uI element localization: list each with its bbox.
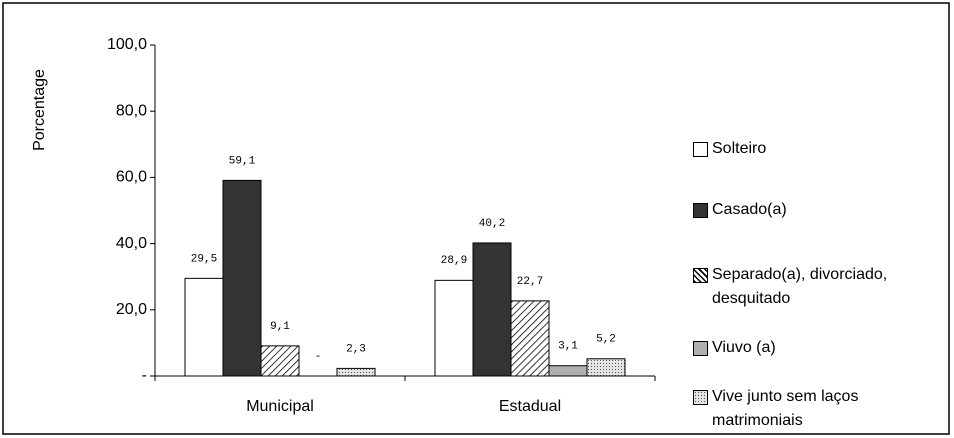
x-tick-label: Estadual <box>499 398 561 415</box>
value-label: 3,1 <box>558 341 578 353</box>
y-tick-label: 100,0 <box>107 36 147 53</box>
bar <box>260 345 300 377</box>
bar <box>434 279 474 377</box>
bar <box>510 300 550 377</box>
value-label: 2,3 <box>346 343 366 355</box>
legend-entry: Vive junto sem laços matrimoniais <box>693 385 938 433</box>
legend-swatch <box>693 268 708 283</box>
value-label: 9,1 <box>270 321 290 333</box>
legend-swatch <box>693 142 708 157</box>
value-label: - <box>315 351 322 363</box>
legend-swatch <box>693 341 708 356</box>
legend-entry: Solteiro <box>693 137 938 161</box>
value-label: 40,2 <box>479 218 505 230</box>
legend-entry: Viuvo (a) <box>693 336 938 360</box>
y-tick-label: - <box>142 367 147 384</box>
x-tick-label: Municipal <box>246 398 314 415</box>
bar <box>184 277 224 377</box>
value-label: 59,1 <box>229 155 256 167</box>
legend-swatch <box>693 203 708 218</box>
bar <box>222 179 262 377</box>
legend-label: Casado(a) <box>712 201 787 218</box>
legend-label: Viuvo (a) <box>712 339 776 356</box>
legend-label: Vive junto sem laços matrimoniais <box>712 388 859 429</box>
y-axis-label: Porcentage <box>31 69 48 151</box>
y-tick-label: 60,0 <box>116 169 147 186</box>
bar <box>586 358 626 377</box>
legend-entry: Separado(a), divorciado, desquitado <box>693 263 938 311</box>
value-label: 22,7 <box>517 276 543 288</box>
legend-entry: Casado(a) <box>693 198 938 222</box>
bar <box>472 242 512 377</box>
value-label: 5,2 <box>596 334 616 346</box>
legend-swatch <box>693 390 708 405</box>
value-label: 28,9 <box>441 255 467 267</box>
legend-label: Solteiro <box>712 140 767 157</box>
value-label: 29,5 <box>191 253 217 265</box>
y-tick-label: 20,0 <box>116 301 147 318</box>
bar <box>548 365 588 377</box>
legend-label: Separado(a), divorciado, desquitado <box>712 266 888 307</box>
y-tick-label: 40,0 <box>116 235 147 252</box>
y-tick-label: 80,0 <box>116 102 147 119</box>
bar <box>336 367 376 377</box>
